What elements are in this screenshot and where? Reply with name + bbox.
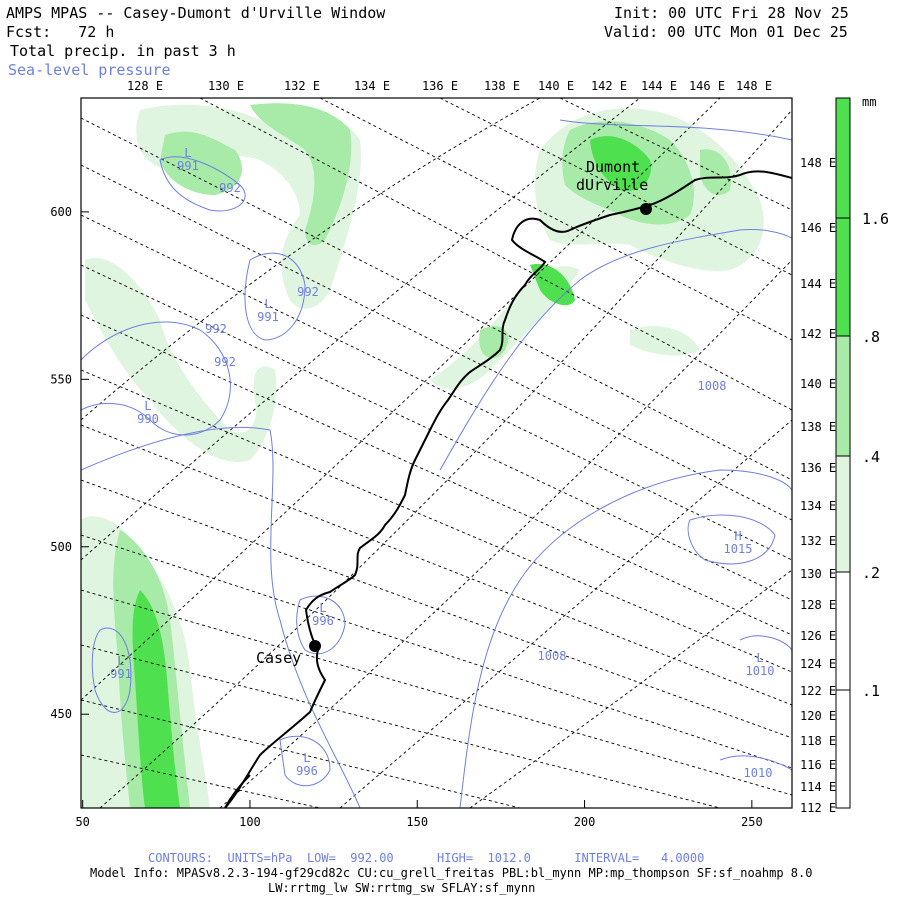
colorbar-label-0-4: .4 [862,448,880,466]
model-info-physics: LW:rrtmg_lw SW:rrtmg_sw SFLAY:sf_mynn [268,881,536,895]
right-lon-label: 126 E [800,629,836,643]
x-tick-label: 100 [239,815,261,829]
right-longitude-labels: 148 E 146 E 144 E 142 E 140 E 138 E 136 E 134 E… [800,156,836,815]
top-lon-label: 132 E [284,79,320,93]
right-lon-label: 140 E [800,377,836,391]
pressure-label: 992 [205,322,227,336]
right-lon-label: 112 E [800,801,836,815]
top-lon-label: 142 E [591,79,627,93]
colorbar-label-0-1: .1 [862,682,880,700]
top-lon-label: 130 E [208,79,244,93]
top-lon-label: 140 E [538,79,574,93]
colorbar-band-heavy [836,98,850,218]
right-lon-label: 138 E [800,420,836,434]
colorbar: mm 1.6 .8 .4 .2 .1 [835,95,889,809]
station-label-casey: Casey [256,649,301,667]
x-axis: 50 100 150 200 250 [75,800,763,829]
colorbar-band-trace [836,456,850,572]
pressure-label: L 996 [296,751,318,778]
right-lon-label: 124 E [800,657,836,671]
pressure-label: L 990 [137,399,159,426]
right-lon-label: 134 E [800,499,836,513]
pressure-contours [81,119,792,808]
y-tick-label: 500 [50,540,72,554]
right-lon-label: 118 E [800,734,836,748]
right-lon-label: 148 E [800,156,836,170]
colorbar-frame [835,97,851,809]
colorbar-band-mid [836,218,850,336]
station-markers: Casey Dumont dUrville [256,158,652,667]
map-interior: L 991 992 992 L 991 992 992 L 990 L 996 L 991 L 996 1008… [81,98,792,808]
model-info: Model Info: MPASv8.2.3-194-gf29cd82c CU:… [90,866,813,880]
casey-station-marker [309,640,321,652]
right-lon-label: 136 E [800,461,836,475]
top-lon-label: 134 E [354,79,390,93]
pressure-label: L 991 [257,297,279,324]
right-lon-label: 132 E [800,534,836,548]
dumont-durville-station-marker [640,203,652,215]
right-lon-label: 114 E [800,780,836,794]
pressure-label: 992 [297,285,319,299]
right-lon-label: 130 E [800,567,836,581]
top-lon-label: 128 E [127,79,163,93]
field-name: Total precip. in past 3 h [10,42,236,60]
y-axis: 600 550 500 450 [50,205,89,721]
pressure-label: 1008 [538,649,567,663]
pressure-label: L 996 [312,601,334,628]
pressure-label: 1008 [698,379,727,393]
station-label-dumont-durville: Dumont dUrville [576,158,648,194]
pressure-label: L 991 [177,146,199,173]
right-lon-label: 116 E [800,758,836,772]
overlay-name: Sea-level pressure [8,61,171,79]
top-lon-label: 138 E [484,79,520,93]
x-tick-label: 200 [574,815,596,829]
right-lon-label: 122 E [800,684,836,698]
forecast-hour: Fcst: 72 h [6,23,115,41]
colorbar-label-0-2: .2 [862,564,880,582]
valid-time: Valid: 00 UTC Mon 01 Dec 25 [604,23,848,41]
pressure-label: 1010 [744,766,773,780]
contour-info: CONTOURS: UNITS=hPa LOW= 992.00 HIGH= 10… [148,851,705,865]
top-lon-label: 144 E [641,79,677,93]
colorbar-label-0-8: .8 [862,328,880,346]
x-tick-label: 250 [741,815,763,829]
pressure-label: 992 [219,181,241,195]
pressure-label: L 1010 [746,651,775,678]
x-tick-label: 150 [406,815,428,829]
colorbar-label-1-6: 1.6 [862,210,889,228]
pressure-label: H 1015 [724,529,753,556]
x-tick-label: 50 [75,815,89,829]
pressure-label: 992 [214,355,236,369]
pressure-labels: L 991 992 992 L 991 992 992 L 990 L 996 L 991 L 996 1008… [110,146,774,780]
map-title: AMPS MPAS -- Casey-Dumont d'Urville Wind… [6,4,386,22]
colorbar-band-light [836,336,850,456]
graticule [81,98,792,808]
y-tick-label: 450 [50,707,72,721]
top-lon-label: 146 E [689,79,725,93]
right-lon-label: 142 E [800,327,836,341]
map-frame [80,97,793,809]
right-lon-label: 144 E [800,277,836,291]
right-lon-label: 120 E [800,709,836,723]
y-tick-label: 600 [50,205,72,219]
init-time: Init: 00 UTC Fri 28 Nov 25 [614,4,849,22]
pressure-label: L 991 [110,654,132,681]
colorbar-unit: mm [862,95,876,109]
top-lon-label: 136 E [422,79,458,93]
y-tick-label: 550 [50,372,72,386]
right-lon-label: 128 E [800,598,836,612]
top-lon-label: 148 E [736,79,772,93]
top-longitude-labels: 128 E 130 E 132 E 134 E 136 E 138 E 140 E 142 E… [127,79,772,93]
right-lon-label: 146 E [800,221,836,235]
